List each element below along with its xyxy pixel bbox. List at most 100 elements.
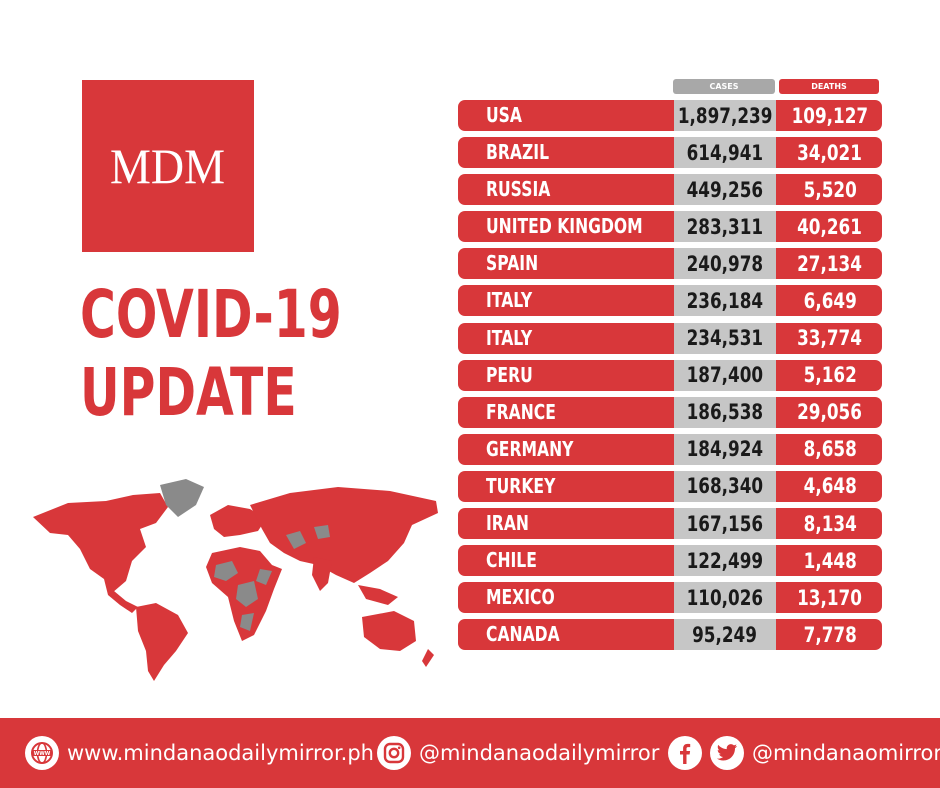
cases-cell: 234,531 — [674, 322, 776, 354]
country-name: GERMANY — [486, 436, 574, 461]
social-handle[interactable]: @mindanaomirror — [752, 741, 940, 765]
table-row: CANADA 95,249 7,778 — [458, 619, 882, 651]
cases-value: 283,311 — [686, 214, 764, 239]
table-row: CHILE 122,499 1,448 — [458, 545, 882, 577]
country-name: ITALY — [486, 288, 533, 313]
deaths-value: 5,162 — [803, 363, 857, 388]
table-row: USA 1,897,239 109,127 — [458, 100, 882, 131]
cases-cell: 122,499 — [674, 545, 776, 577]
cases-cell: 240,978 — [674, 248, 776, 280]
deaths-value: 13,170 — [797, 585, 863, 610]
deaths-cell: 8,658 — [778, 434, 882, 465]
deaths-value: 4,648 — [803, 474, 857, 499]
deaths-cell: 6,649 — [778, 285, 882, 316]
deaths-value: 109,127 — [791, 103, 869, 128]
logo-text: MDM — [110, 138, 226, 194]
deaths-cell: 5,520 — [778, 174, 882, 205]
country-name: TURKEY — [486, 473, 556, 498]
table-row: TURKEY 168,340 4,648 — [458, 470, 882, 502]
deaths-value: 8,134 — [803, 511, 857, 536]
cases-value: 110,026 — [686, 585, 764, 610]
cases-cell: 283,311 — [674, 211, 776, 243]
deaths-value: 7,778 — [803, 622, 857, 647]
headline-line2: UPDATE — [80, 354, 297, 431]
cases-cell: 167,156 — [674, 508, 776, 540]
cases-cell: 449,256 — [674, 174, 776, 206]
deaths-cell: 40,261 — [778, 211, 882, 242]
country-name: USA — [486, 103, 522, 127]
deaths-cell: 33,774 — [778, 323, 882, 354]
cases-header: CASES — [673, 79, 775, 94]
table-row: UNITED KINGDOM 283,311 40,261 — [458, 211, 882, 243]
cases-value: 184,924 — [686, 437, 764, 462]
cases-value: 614,941 — [686, 140, 764, 165]
deaths-cell: 27,134 — [778, 248, 882, 279]
deaths-cell: 1,448 — [778, 545, 882, 576]
deaths-value: 34,021 — [797, 140, 863, 165]
cases-cell: 95,249 — [674, 619, 776, 651]
cases-value: 168,340 — [686, 474, 764, 499]
cases-value: 186,538 — [686, 400, 764, 425]
cases-cell: 187,400 — [674, 359, 776, 391]
table-row: ITALY 234,531 33,774 — [458, 322, 882, 354]
deaths-value: 27,134 — [797, 251, 863, 276]
country-name: SPAIN — [486, 251, 539, 276]
globe-icon: WWW — [25, 736, 59, 770]
table-row: BRAZIL 614,941 34,021 — [458, 137, 882, 169]
mdm-logo: MDM — [82, 80, 254, 252]
deaths-value: 6,649 — [803, 288, 857, 313]
deaths-value: 5,520 — [803, 177, 857, 202]
deaths-cell: 7,778 — [778, 619, 882, 650]
cases-cell: 186,538 — [674, 396, 776, 428]
website-link[interactable]: www.mindanaodailymirror.ph — [67, 741, 374, 765]
svg-text:WWW: WWW — [34, 751, 51, 757]
table-row: FRANCE 186,538 29,056 — [458, 396, 882, 428]
deaths-value: 1,448 — [803, 548, 857, 573]
cases-value: 1,897,239 — [677, 103, 773, 128]
instagram-handle[interactable]: @mindanaodailymirror — [419, 741, 660, 765]
world-map-icon — [33, 479, 438, 681]
deaths-value: 40,261 — [797, 214, 863, 239]
country-name: ITALY — [486, 325, 533, 350]
country-name: RUSSIA — [486, 177, 551, 202]
cases-value: 449,256 — [686, 177, 764, 202]
cases-value: 240,978 — [686, 251, 764, 276]
cases-value: 95,249 — [692, 622, 758, 647]
footer-website[interactable]: WWW www.mindanaodailymirror.ph — [25, 718, 374, 788]
country-name: IRAN — [486, 511, 529, 536]
country-name: PERU — [486, 362, 533, 387]
deaths-value: 8,658 — [803, 437, 857, 462]
country-name: BRAZIL — [486, 140, 550, 165]
deaths-cell: 4,648 — [778, 471, 882, 502]
cases-cell: 110,026 — [674, 582, 776, 614]
footer-bar: WWW www.mindanaodailymirror.ph @mindanao… — [0, 718, 940, 788]
table-row: ITALY 236,184 6,649 — [458, 285, 882, 317]
country-name: CHILE — [486, 548, 537, 573]
deaths-header: DEATHS — [779, 79, 879, 94]
covid-table: USA 1,897,239 109,127 BRAZIL 614,941 34,… — [458, 100, 882, 656]
country-name: FRANCE — [486, 399, 556, 424]
footer-social[interactable]: @mindanaomirror — [668, 718, 940, 788]
deaths-value: 33,774 — [797, 326, 863, 351]
deaths-cell: 5,162 — [778, 360, 882, 391]
deaths-value: 29,056 — [797, 400, 863, 425]
table-row: PERU 187,400 5,162 — [458, 359, 882, 391]
country-name: CANADA — [486, 622, 560, 647]
country-name: MEXICO — [486, 585, 555, 610]
footer-instagram[interactable]: @mindanaodailymirror — [377, 718, 659, 788]
cases-value: 234,531 — [686, 326, 764, 351]
deaths-cell: 34,021 — [778, 137, 882, 168]
instagram-icon — [377, 736, 411, 770]
cases-value: 122,499 — [686, 548, 764, 573]
cases-cell: 168,340 — [674, 470, 776, 502]
headline-line1: COVID-19 — [80, 276, 342, 353]
deaths-cell: 109,127 — [778, 100, 882, 131]
cases-value: 167,156 — [686, 511, 764, 536]
table-row: GERMANY 184,924 8,658 — [458, 433, 882, 465]
cases-cell: 1,897,239 — [674, 100, 776, 131]
cases-value: 236,184 — [686, 288, 764, 313]
cases-value: 187,400 — [686, 363, 764, 388]
facebook-icon — [668, 736, 702, 770]
table-row: MEXICO 110,026 13,170 — [458, 582, 882, 614]
country-name: UNITED KINGDOM — [486, 214, 643, 239]
